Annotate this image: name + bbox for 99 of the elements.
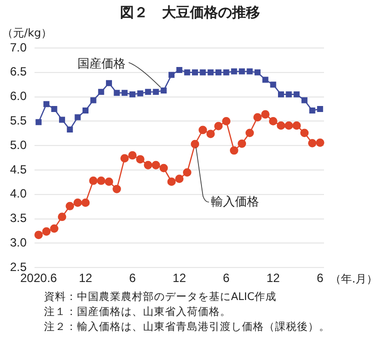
point — [309, 107, 316, 114]
point — [50, 224, 58, 233]
point — [238, 139, 246, 148]
point — [214, 122, 223, 130]
x-tick-label: 2020.6 — [20, 271, 58, 286]
point — [104, 178, 114, 186]
point — [74, 114, 81, 120]
point — [137, 90, 144, 96]
point — [59, 116, 66, 123]
x-tick-label: 12 — [172, 271, 186, 286]
point — [268, 117, 278, 126]
point — [167, 178, 176, 186]
point — [114, 90, 120, 96]
point — [278, 91, 284, 98]
point — [294, 91, 300, 98]
point — [58, 212, 66, 222]
x-axis-title: （年.月） — [330, 272, 378, 286]
point — [34, 230, 43, 240]
y-tick-label: 3.0 — [10, 236, 27, 250]
point — [270, 82, 276, 88]
y-tick-label: 4.5 — [10, 162, 27, 176]
y-tick-label: 6.5 — [10, 64, 27, 79]
point — [192, 69, 198, 76]
x-tick-label: 6 — [129, 271, 136, 286]
point — [276, 121, 286, 130]
point — [317, 106, 324, 112]
point — [90, 97, 96, 104]
point — [82, 107, 89, 114]
point — [145, 88, 152, 95]
point — [98, 88, 104, 95]
x-tick-label: 6 — [222, 271, 230, 286]
point — [128, 151, 137, 160]
y-axis-title: （元/kg） — [2, 26, 52, 40]
point — [238, 68, 245, 74]
point — [160, 87, 167, 94]
text: 注２：輸入価格は、山東省青島港引渡し価格（課税後）。 — [44, 320, 331, 335]
text: 注１：国産価格は、山東省入荷価格。 — [44, 305, 232, 320]
point — [231, 68, 238, 74]
point — [66, 126, 73, 132]
y-tick-label: 5.0 — [10, 138, 27, 152]
point — [246, 128, 254, 138]
point — [286, 91, 292, 98]
point — [316, 138, 324, 147]
point — [246, 68, 253, 74]
point — [168, 72, 175, 78]
point — [51, 106, 58, 112]
point — [184, 69, 190, 76]
chart-title: 図２ 大豆価格の推移 — [119, 4, 261, 23]
point — [223, 69, 230, 76]
point — [208, 69, 214, 76]
point — [176, 66, 182, 73]
x-tick-label: 12 — [78, 271, 92, 286]
point — [160, 164, 168, 172]
point — [308, 138, 316, 148]
point — [66, 202, 74, 210]
point — [253, 113, 262, 122]
point — [175, 174, 184, 183]
point — [43, 101, 50, 108]
point — [120, 154, 129, 162]
text: 輸入価格 — [210, 194, 259, 208]
y-tick-label: 5.5 — [10, 114, 27, 128]
point — [136, 155, 144, 164]
point — [152, 88, 159, 95]
point — [222, 117, 230, 126]
y-tick-label: 6.0 — [10, 89, 27, 104]
point — [81, 198, 90, 207]
y-tick-label: 3.5 — [10, 211, 27, 226]
point — [200, 69, 206, 76]
point — [254, 69, 261, 76]
point — [112, 184, 121, 194]
point — [106, 80, 112, 86]
text: 資料：中国農業農村部のデータを基にALIC作成 — [44, 290, 278, 305]
point — [292, 121, 301, 130]
point — [89, 176, 98, 185]
point — [230, 146, 238, 155]
point — [215, 69, 222, 76]
y-tick-label: 7.0 — [10, 40, 27, 54]
point — [152, 160, 160, 170]
x-tick-label: 6 — [316, 271, 324, 286]
y-tick-label: 4.0 — [10, 186, 27, 201]
point — [261, 110, 270, 119]
point — [198, 126, 207, 134]
x-tick-label: 12 — [266, 271, 280, 286]
point — [190, 140, 200, 148]
series-label: 国産価格 — [78, 56, 126, 71]
point — [284, 121, 294, 130]
point — [129, 91, 136, 98]
point — [262, 76, 268, 83]
point — [42, 227, 51, 236]
point — [73, 198, 82, 207]
y-tick-label: 2.5 — [10, 260, 27, 274]
point — [36, 119, 42, 126]
point — [182, 168, 192, 177]
point — [301, 97, 308, 104]
point — [300, 128, 309, 138]
point — [96, 176, 106, 185]
point — [144, 160, 152, 170]
point — [122, 90, 128, 96]
point — [206, 130, 215, 138]
